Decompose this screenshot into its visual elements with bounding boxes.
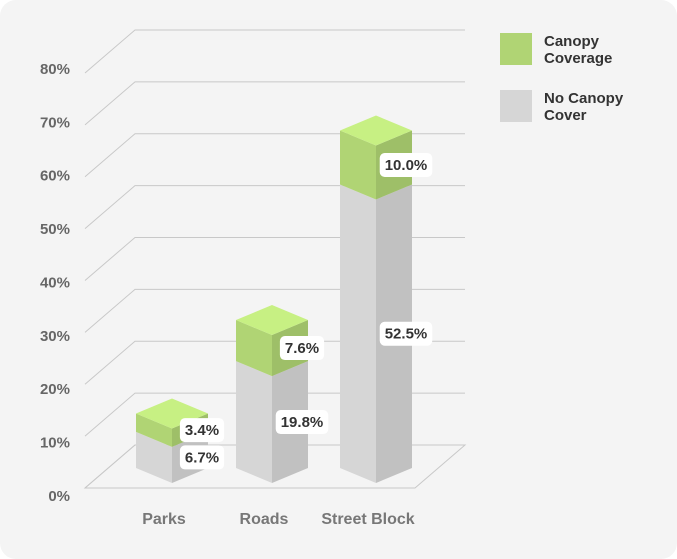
legend-swatch: [500, 33, 532, 65]
grid-line: [84, 81, 465, 126]
legend-label: No Canopy Cover: [544, 90, 624, 124]
x-tick-label: Street Block: [321, 511, 414, 528]
bar-top-face: [236, 305, 308, 336]
y-tick-label: 40%: [40, 274, 70, 291]
bar-left-face: [236, 320, 272, 377]
value-label: 10.0%: [385, 157, 428, 174]
value-label: 6.7%: [185, 449, 219, 466]
legend-item: No Canopy Cover: [500, 90, 639, 124]
bar-left-face: [236, 361, 272, 483]
bar-left-face: [340, 184, 376, 483]
bar-left-face: [136, 413, 172, 447]
value-label-bg: [179, 418, 225, 443]
legend-item: Canopy Coverage: [500, 33, 639, 67]
y-tick-label: 30%: [40, 328, 70, 345]
bar-top-face: [340, 115, 412, 146]
bar-left-face: [136, 431, 172, 483]
value-label-bg: [379, 153, 433, 177]
y-tick-label: 70%: [40, 114, 70, 131]
value-label-bg: [279, 336, 325, 361]
grid-line: [84, 29, 465, 74]
value-label: 7.6%: [285, 340, 319, 357]
legend-label: Canopy Coverage: [544, 33, 613, 67]
y-tick-label: 60%: [40, 168, 70, 185]
value-label: 3.4%: [185, 422, 219, 439]
x-tick-label: Parks: [142, 511, 186, 528]
y-tick-label: 80%: [40, 61, 70, 78]
bar-segment: [340, 115, 412, 200]
value-label-bg: [379, 321, 433, 346]
y-tick-label: 0%: [48, 488, 70, 505]
value-label-bg: [179, 445, 225, 470]
y-tick-label: 20%: [40, 381, 70, 398]
y-tick-label: 50%: [40, 221, 70, 238]
value-label-bg: [275, 410, 329, 435]
bar-left-face: [340, 130, 376, 200]
value-label: 19.8%: [281, 414, 324, 431]
value-label: 52.5%: [385, 326, 428, 343]
legend-swatch: [500, 90, 532, 122]
x-tick-label: Roads: [240, 511, 289, 528]
y-tick-label: 10%: [40, 435, 70, 452]
